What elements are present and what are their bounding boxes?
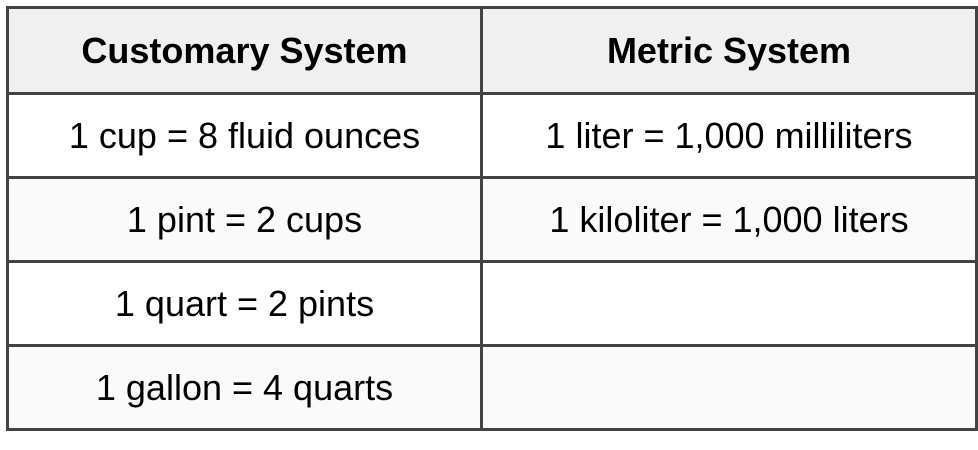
header-metric-system: Metric System	[480, 6, 978, 95]
metric-cell-empty	[480, 260, 978, 347]
conversion-table: Customary System Metric System 1 cup = 8…	[6, 6, 978, 431]
header-customary-system: Customary System	[6, 6, 483, 95]
customary-cell: 1 cup = 8 fluid ounces	[6, 92, 483, 179]
metric-cell: 1 kiloliter = 1,000 liters	[480, 176, 978, 263]
table-row: 1 cup = 8 fluid ounces 1 liter = 1,000 m…	[6, 92, 978, 179]
table-row: 1 quart = 2 pints	[6, 260, 978, 347]
customary-cell: 1 quart = 2 pints	[6, 260, 483, 347]
table-row: 1 gallon = 4 quarts	[6, 344, 978, 431]
metric-cell-empty	[480, 344, 978, 431]
customary-cell: 1 pint = 2 cups	[6, 176, 483, 263]
table-row: 1 pint = 2 cups 1 kiloliter = 1,000 lite…	[6, 176, 978, 263]
header-row: Customary System Metric System	[6, 6, 978, 95]
customary-cell: 1 gallon = 4 quarts	[6, 344, 483, 431]
metric-cell: 1 liter = 1,000 milliliters	[480, 92, 978, 179]
